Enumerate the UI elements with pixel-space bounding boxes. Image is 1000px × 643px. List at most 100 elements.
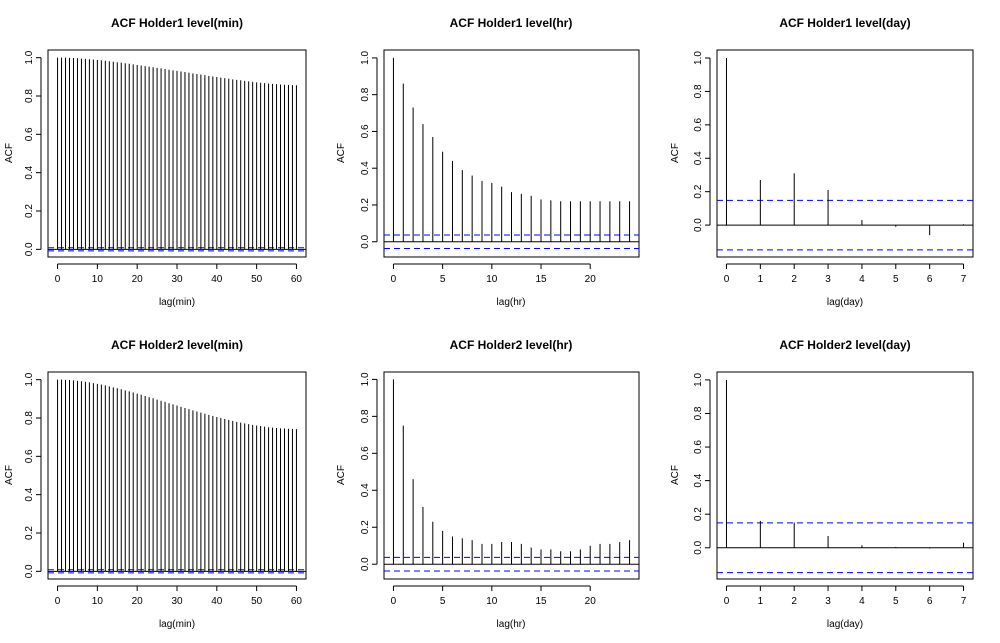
- y-tick-label: 0.6: [24, 127, 35, 141]
- y-tick-label: 0.2: [360, 520, 371, 534]
- x-tick-label: 50: [251, 596, 263, 607]
- y-tick-label: 0.0: [360, 234, 371, 248]
- panel-title: ACF Holder1 level(day): [779, 16, 910, 30]
- plot-frame: [383, 49, 640, 258]
- plot-frame: [383, 371, 640, 580]
- y-tick-label: 0.2: [693, 184, 704, 198]
- y-tick-label: 0.2: [24, 204, 35, 218]
- y-tick-label: 1.0: [360, 372, 371, 386]
- panel-title: ACF Holder2 level(min): [111, 338, 243, 352]
- acf-panel-holder2-day: ACF Holder2 level(day) lag(day) ACF 0 1 2 3…: [670, 338, 974, 630]
- x-tick-label: 0: [55, 596, 61, 607]
- x-axis-label: lag(day): [827, 297, 863, 308]
- plot-frame: [716, 49, 974, 258]
- y-axis-label: ACF: [670, 465, 681, 485]
- x-tick-label: 20: [132, 596, 144, 607]
- y-axis-label: ACF: [4, 465, 15, 485]
- y-tick-label: 0.0: [24, 242, 35, 256]
- y-tick-label: 0.4: [360, 483, 371, 497]
- plot-frame: [716, 371, 974, 580]
- y-tick-label: 1.0: [693, 373, 704, 387]
- y-tick-label: 0.8: [360, 409, 371, 423]
- acf-panel-holder1-hr: ACF Holder1 level(hr) lag(hr) ACF 0 5 10 15…: [336, 16, 640, 308]
- y-tick-label: 0.4: [24, 165, 35, 179]
- x-tick-label: 6: [927, 596, 933, 607]
- panel-title: ACF Holder1 level(min): [111, 16, 243, 30]
- x-tick-label: 2: [791, 274, 797, 285]
- acf-panel-holder1-min: ACF Holder1 level(min) lag(min) ACF 0 10 2…: [4, 16, 307, 308]
- y-tick-label: 0.8: [24, 411, 35, 425]
- x-tick-label: 10: [92, 596, 104, 607]
- y-axis-label: ACF: [336, 465, 347, 485]
- y-axis-label: ACF: [670, 143, 681, 163]
- x-tick-label: 30: [171, 274, 183, 285]
- y-tick-label: 0.0: [693, 218, 704, 232]
- x-tick-label: 7: [961, 274, 967, 285]
- x-tick-label: 40: [211, 274, 223, 285]
- x-tick-label: 1: [758, 274, 764, 285]
- y-tick-label: 0.2: [24, 526, 35, 540]
- y-tick-label: 0.6: [360, 446, 371, 460]
- x-tick-label: 0: [391, 596, 397, 607]
- x-axis-label: lag(min): [159, 297, 195, 308]
- x-axis-label: lag(day): [827, 619, 863, 630]
- x-tick-label: 15: [535, 596, 547, 607]
- y-axis-label: ACF: [4, 143, 15, 163]
- x-tick-label: 10: [486, 274, 498, 285]
- y-tick-label: 0.6: [693, 440, 704, 454]
- x-tick-label: 1: [758, 596, 764, 607]
- x-tick-label: 15: [535, 274, 547, 285]
- x-tick-label: 7: [961, 596, 967, 607]
- x-tick-label: 40: [211, 596, 223, 607]
- y-tick-label: 1.0: [360, 51, 371, 65]
- x-tick-label: 20: [585, 596, 597, 607]
- y-tick-label: 0.6: [693, 117, 704, 131]
- x-tick-label: 10: [92, 274, 104, 285]
- panel-title: ACF Holder2 level(day): [779, 338, 910, 352]
- y-tick-label: 0.6: [24, 449, 35, 463]
- y-tick-label: 1.0: [24, 50, 35, 64]
- panel-title: ACF Holder1 level(hr): [450, 16, 573, 30]
- plot-frame: [47, 49, 307, 258]
- x-tick-label: 3: [825, 274, 831, 285]
- x-tick-label: 0: [724, 274, 730, 285]
- x-tick-label: 5: [440, 596, 446, 607]
- x-tick-label: 0: [724, 596, 730, 607]
- acf-panel-holder2-min: ACF Holder2 level(min) lag(min) ACF 0 10 2…: [4, 338, 307, 630]
- x-axis-label: lag(min): [159, 619, 195, 630]
- x-tick-label: 5: [893, 274, 899, 285]
- y-tick-label: 0.2: [360, 198, 371, 212]
- y-tick-label: 1.0: [693, 51, 704, 65]
- x-tick-label: 4: [859, 596, 865, 607]
- x-tick-label: 10: [486, 596, 498, 607]
- y-tick-label: 0.4: [24, 487, 35, 501]
- x-tick-label: 0: [391, 274, 397, 285]
- panel-title: ACF Holder2 level(hr): [450, 338, 573, 352]
- y-tick-label: 1.0: [24, 372, 35, 386]
- y-tick-label: 0.8: [693, 406, 704, 420]
- x-axis-label: lag(hr): [497, 297, 526, 308]
- x-tick-label: 20: [585, 274, 597, 285]
- y-axis-label: ACF: [336, 143, 347, 163]
- y-tick-label: 0.4: [360, 161, 371, 175]
- y-tick-label: 0.0: [360, 557, 371, 571]
- acf-panel-holder2-hr: ACF Holder2 level(hr) lag(hr) ACF 0 5 10 15…: [336, 338, 640, 630]
- x-tick-label: 20: [132, 274, 144, 285]
- y-tick-label: 0.8: [693, 84, 704, 98]
- y-tick-label: 0.0: [24, 564, 35, 578]
- y-tick-label: 0.8: [24, 89, 35, 103]
- x-tick-label: 4: [859, 274, 865, 285]
- x-tick-label: 6: [927, 274, 933, 285]
- x-tick-label: 0: [55, 274, 61, 285]
- x-axis-label: lag(hr): [497, 619, 526, 630]
- x-tick-label: 5: [893, 596, 899, 607]
- acf-panel-holder1-day: ACF Holder1 level(day) lag(day) ACF 0 1 2 3…: [670, 16, 974, 308]
- x-tick-label: 5: [440, 274, 446, 285]
- y-tick-label: 0.8: [360, 87, 371, 101]
- x-tick-label: 30: [171, 596, 183, 607]
- y-tick-label: 0.4: [693, 151, 704, 165]
- y-tick-label: 0.2: [693, 507, 704, 521]
- y-tick-label: 0.0: [693, 540, 704, 554]
- y-tick-label: 0.6: [360, 124, 371, 138]
- y-tick-label: 0.4: [693, 473, 704, 487]
